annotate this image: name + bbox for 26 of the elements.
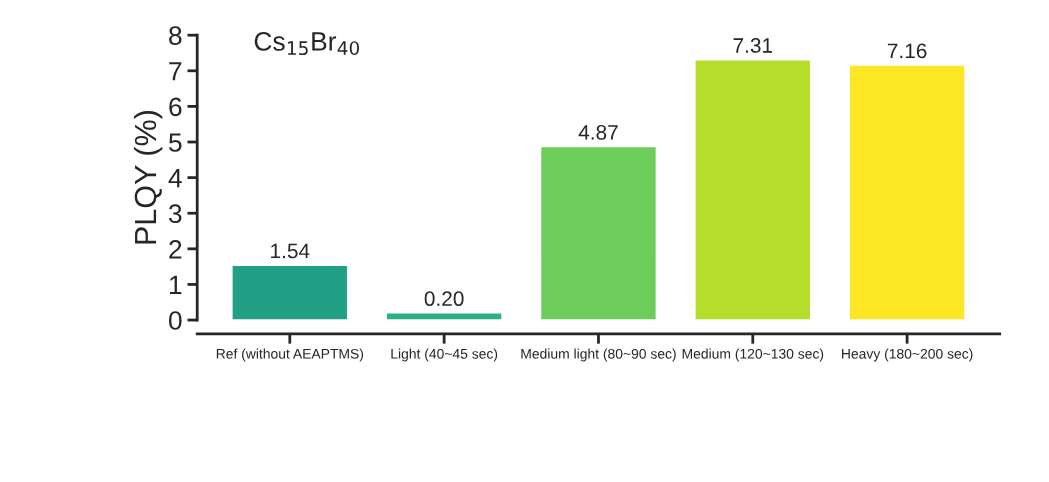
y-tick-label: 1 [169, 275, 182, 294]
x-tick-label: Medium (120~130 sec) [682, 348, 824, 362]
chart-title: Cs$_{15}$Br$_{40}$ [254, 32, 360, 56]
y-tick-label: 2 [169, 239, 182, 259]
y-tick-label: 6 [169, 97, 182, 117]
bar [539, 145, 658, 321]
y-axis-title: PLQY (%) [133, 111, 163, 244]
data-label: 7.31 [733, 38, 773, 53]
data-label: 0.20 [424, 291, 464, 307]
bar [385, 312, 503, 321]
y-tick-label: 5 [169, 133, 182, 152]
data-label: 4.87 [578, 124, 618, 140]
data-label: 1.54 [271, 243, 310, 259]
bar [848, 64, 966, 321]
x-tick-label: Medium light (80~90 sec) [521, 348, 676, 362]
x-tick-label: Ref (without AEAPTMS) [216, 348, 364, 362]
y-tick-label: 0 [168, 311, 182, 330]
x-tick-label: Heavy (180~200 sec) [842, 348, 973, 362]
bar [694, 59, 812, 321]
x-tick-label: Light (40~45 sec) [391, 348, 498, 362]
y-tick-label: 7 [169, 62, 182, 81]
y-tick-label: 4 [168, 169, 182, 188]
data-label: 7.16 [887, 43, 927, 59]
bar [231, 264, 349, 321]
y-tick-label: 3 [168, 204, 182, 224]
y-tick-label: 8 [169, 26, 182, 46]
